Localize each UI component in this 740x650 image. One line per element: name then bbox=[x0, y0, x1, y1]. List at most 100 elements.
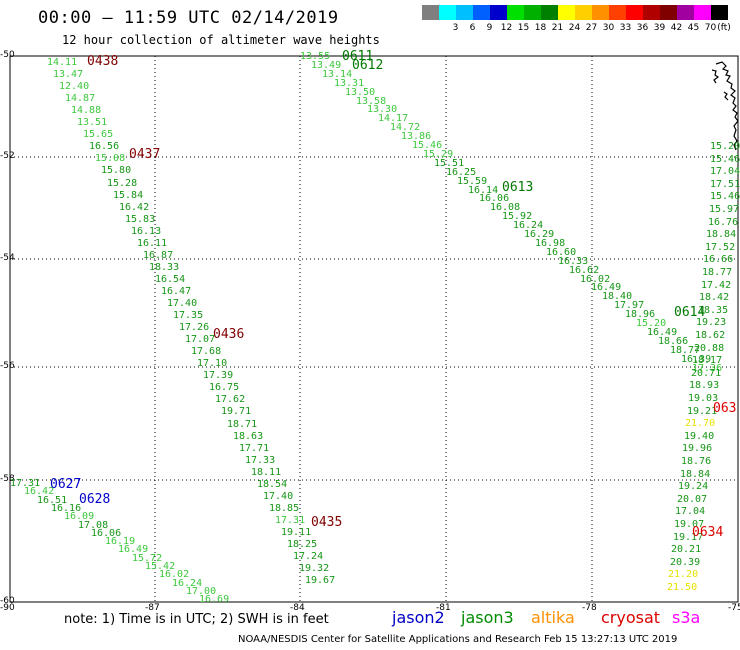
satellite-legend-altika: altika bbox=[531, 608, 575, 627]
swh-value: 18.66 bbox=[658, 336, 689, 347]
swh-value: 16.42 bbox=[119, 202, 150, 213]
legend-swatch bbox=[609, 5, 626, 20]
swh-value: 16.24 bbox=[172, 578, 203, 589]
legend-swatch bbox=[439, 5, 456, 20]
swh-value: 16.25 bbox=[446, 167, 477, 178]
swh-value: 16.62 bbox=[569, 265, 600, 276]
latitude-label: -60 bbox=[0, 596, 15, 606]
legend-label: 33 bbox=[619, 23, 632, 33]
legend-swatch bbox=[473, 5, 490, 20]
legend-label: 30 bbox=[602, 23, 615, 33]
pass-time-label: 0612 bbox=[352, 58, 384, 73]
legend-swatch bbox=[507, 5, 524, 20]
legend-swatch bbox=[711, 5, 728, 20]
swh-value: 18.76 bbox=[681, 456, 712, 467]
swh-value: 15.46 bbox=[412, 140, 443, 151]
swh-value: 16.14 bbox=[468, 185, 499, 196]
swh-value: 16.33 bbox=[558, 256, 589, 267]
swh-value: 17.68 bbox=[191, 346, 222, 357]
swh-value: 20.07 bbox=[677, 494, 708, 505]
swh-value: 16.49 bbox=[118, 544, 149, 555]
swh-value: 17.52 bbox=[705, 242, 736, 253]
pass-time-label: 063 bbox=[713, 401, 737, 416]
swh-value: 13.50 bbox=[345, 87, 376, 98]
swh-value: 18.54 bbox=[257, 479, 288, 490]
legend-label: 18 bbox=[534, 23, 547, 33]
longitude-label: -81 bbox=[436, 603, 451, 613]
legend-label: 45 bbox=[687, 23, 700, 33]
swh-value: 13.86 bbox=[401, 131, 432, 142]
latitude-label: -58 bbox=[0, 474, 15, 484]
swh-value: 16.76 bbox=[708, 217, 739, 228]
swh-value: 20.71 bbox=[691, 368, 722, 379]
swh-value: 17.42 bbox=[701, 280, 732, 291]
pass-time-label: 0437 bbox=[129, 147, 161, 162]
swh-value: 17.00 bbox=[186, 586, 217, 597]
coastline-chile bbox=[711, 61, 739, 151]
swh-value: 17.08 bbox=[78, 520, 109, 531]
swh-value: 17.35 bbox=[173, 310, 204, 321]
swh-value: 18.42 bbox=[699, 292, 730, 303]
swh-value: 16.39 bbox=[681, 354, 712, 365]
swh-value: 15.92 bbox=[502, 211, 533, 222]
swh-value: 16.02 bbox=[580, 274, 611, 285]
swh-value: 16.49 bbox=[591, 282, 622, 293]
pass-time-label: 0634 bbox=[692, 525, 724, 540]
legend-swatch bbox=[677, 5, 694, 20]
swh-value: 17.40 bbox=[263, 491, 294, 502]
swh-value: 18.96 bbox=[625, 309, 656, 320]
swh-value: 17.07 bbox=[185, 334, 216, 345]
pass-time-label: 0438 bbox=[87, 54, 119, 69]
legend-label: 36 bbox=[636, 23, 649, 33]
swh-value: 15.80 bbox=[101, 165, 132, 176]
swh-value: 14.88 bbox=[71, 105, 102, 116]
legend-label: 6 bbox=[469, 23, 476, 33]
swh-value: 17.62 bbox=[215, 394, 246, 405]
swh-value: 17.26 bbox=[179, 322, 210, 333]
satellite-legend-jason3: jason3 bbox=[461, 608, 514, 627]
swh-value: 14.17 bbox=[378, 113, 409, 124]
swh-value: 19.03 bbox=[688, 393, 719, 404]
swh-value: 16.19 bbox=[105, 536, 136, 547]
legend-label: 42 bbox=[670, 23, 683, 33]
legend-swatch bbox=[456, 5, 473, 20]
swh-value: 20.21 bbox=[671, 544, 702, 555]
swh-value: 19.96 bbox=[682, 443, 713, 454]
swh-value: 16.06 bbox=[479, 193, 510, 204]
swh-value: 19.11 bbox=[281, 527, 312, 538]
swh-value: 17.36 bbox=[692, 363, 723, 374]
swh-value: 13.31 bbox=[334, 78, 365, 89]
swh-value: 16.42 bbox=[24, 486, 55, 497]
latitude-label: -52 bbox=[0, 151, 15, 161]
swh-value: 18.84 bbox=[706, 229, 737, 240]
swh-value: 17.31 bbox=[275, 515, 306, 526]
swh-value: 18.17 bbox=[692, 355, 723, 366]
swh-value: 17.39 bbox=[203, 370, 234, 381]
swh-value: 21.70 bbox=[685, 418, 716, 429]
swh-value: 16.09 bbox=[64, 511, 95, 522]
swh-value: 19.23 bbox=[696, 317, 727, 328]
legend-swatch bbox=[558, 5, 575, 20]
swh-value: 17.24 bbox=[293, 551, 324, 562]
swh-value: 18.62 bbox=[695, 330, 726, 341]
swh-value: 20.39 bbox=[670, 557, 701, 568]
latitude-label: -56 bbox=[0, 361, 15, 371]
legend-swatch bbox=[660, 5, 677, 20]
swh-value: 14.72 bbox=[390, 122, 421, 133]
pass-time-label: 0614 bbox=[674, 305, 706, 320]
swh-value: 18.77 bbox=[702, 267, 733, 278]
swh-value: 16.98 bbox=[535, 238, 566, 249]
longitude-label: -87 bbox=[145, 603, 160, 613]
legend-label: 12 bbox=[500, 23, 513, 33]
swh-value: 15.83 bbox=[125, 214, 156, 225]
swh-value: 13.14 bbox=[322, 69, 353, 80]
swh-value: 16.87 bbox=[143, 250, 174, 261]
swh-value: 14.11 bbox=[47, 57, 78, 68]
pass-time-label: 0613 bbox=[502, 180, 534, 195]
longitude-label: -84 bbox=[290, 603, 305, 613]
satellite-legend-s3a: s3a bbox=[672, 608, 701, 627]
swh-value: 18.84 bbox=[680, 469, 711, 480]
pass-time-label: 0628 bbox=[79, 492, 111, 507]
legend-label: 27 bbox=[585, 23, 598, 33]
